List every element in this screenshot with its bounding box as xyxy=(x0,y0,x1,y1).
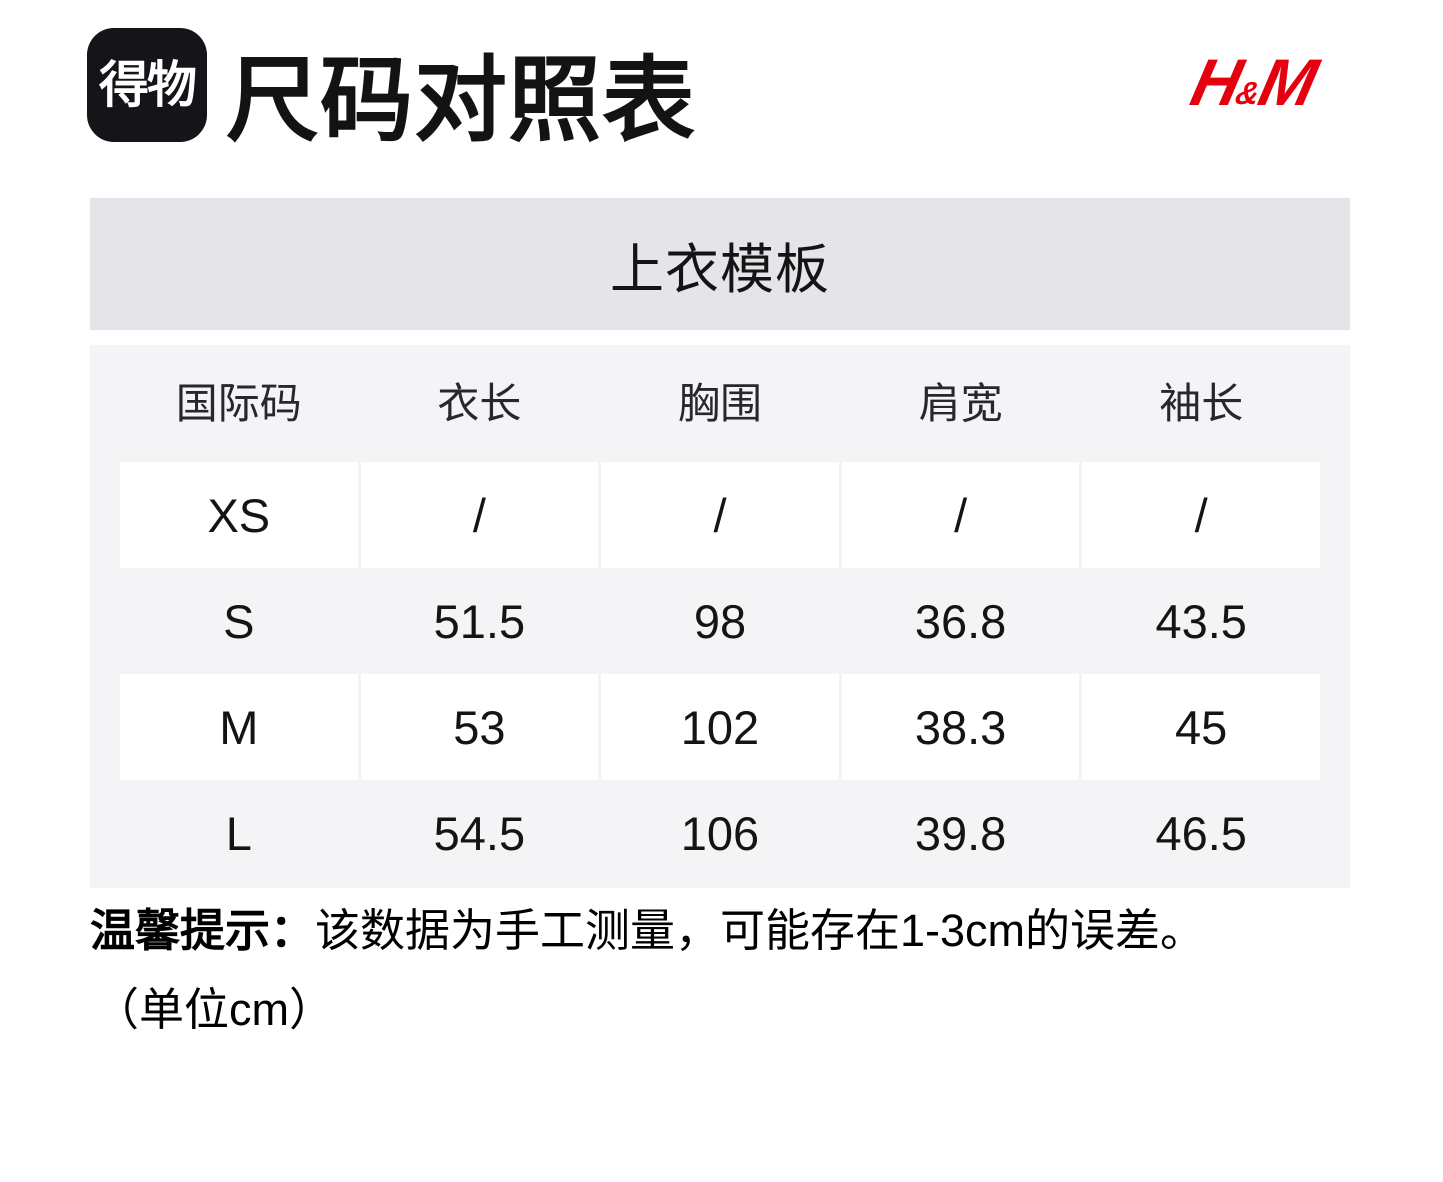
column-header-chest: 胸围 xyxy=(677,379,762,427)
table-cell: 98 xyxy=(693,594,747,648)
size-label: L xyxy=(225,806,252,860)
table-cell: 43.5 xyxy=(1155,594,1247,648)
disclaimer-note: 温馨提示：该数据为手工测量，可能存在1-3cm的误差。 （单位cm） xyxy=(90,901,1390,1041)
hm-logo-letter-m: M xyxy=(1252,45,1322,119)
table-cell: / xyxy=(360,462,599,568)
table-cell: 51.5 xyxy=(433,594,526,648)
column-header-garment-length: 衣长 xyxy=(437,379,522,427)
hm-brand-logo: H & M xyxy=(1185,33,1322,131)
size-label: XS xyxy=(120,462,358,568)
table-row-m: M 53 102 38.3 45 xyxy=(120,674,1320,780)
size-label: S xyxy=(223,594,255,648)
table-cell: 39.8 xyxy=(914,806,1007,860)
table-cell: 54.5 xyxy=(433,806,526,860)
table-row-xs: XS / / / / xyxy=(120,462,1320,568)
note-label: 温馨提示： xyxy=(90,905,316,956)
table-cell: / xyxy=(601,462,839,568)
column-header-sleeve: 袖长 xyxy=(1159,379,1244,427)
dewu-logo: 得物 xyxy=(87,28,207,142)
table-cell: 45 xyxy=(1082,674,1320,780)
banner-title: 上衣模板 xyxy=(610,239,830,300)
page-title: 尺码对照表 xyxy=(226,48,696,153)
column-header-intl-size: 国际码 xyxy=(175,379,302,427)
table-cell: 53 xyxy=(360,674,599,780)
note-line-measurement: 温馨提示：该数据为手工测量，可能存在1-3cm的误差。 xyxy=(90,901,1390,962)
column-header-shoulder: 肩宽 xyxy=(918,379,1003,427)
table-cell: 102 xyxy=(601,674,839,780)
dewu-logo-text: 得物 xyxy=(99,57,197,113)
table-cell: 46.5 xyxy=(1155,806,1247,860)
size-table: 国际码 衣长 胸围 肩宽 袖长 XS / / / / S 51.5 98 36.… xyxy=(90,345,1350,888)
size-label: M xyxy=(120,674,358,780)
table-header-row: 国际码 衣长 胸围 肩宽 袖长 xyxy=(120,345,1320,462)
note-unit: （单位cm） xyxy=(94,983,334,1035)
table-cell: 106 xyxy=(680,806,760,860)
table-row-s: S 51.5 98 36.8 43.5 xyxy=(120,568,1320,674)
table-cell: 36.8 xyxy=(914,594,1007,648)
table-cell: / xyxy=(841,462,1080,568)
table-row-l: L 54.5 106 39.8 46.5 xyxy=(120,780,1320,886)
table-cell: 38.3 xyxy=(841,674,1080,780)
note-text: 该数据为手工测量，可能存在1-3cm的误差。 xyxy=(315,905,1206,956)
category-banner: 上衣模板 xyxy=(90,198,1350,330)
table-cell: / xyxy=(1082,462,1320,568)
